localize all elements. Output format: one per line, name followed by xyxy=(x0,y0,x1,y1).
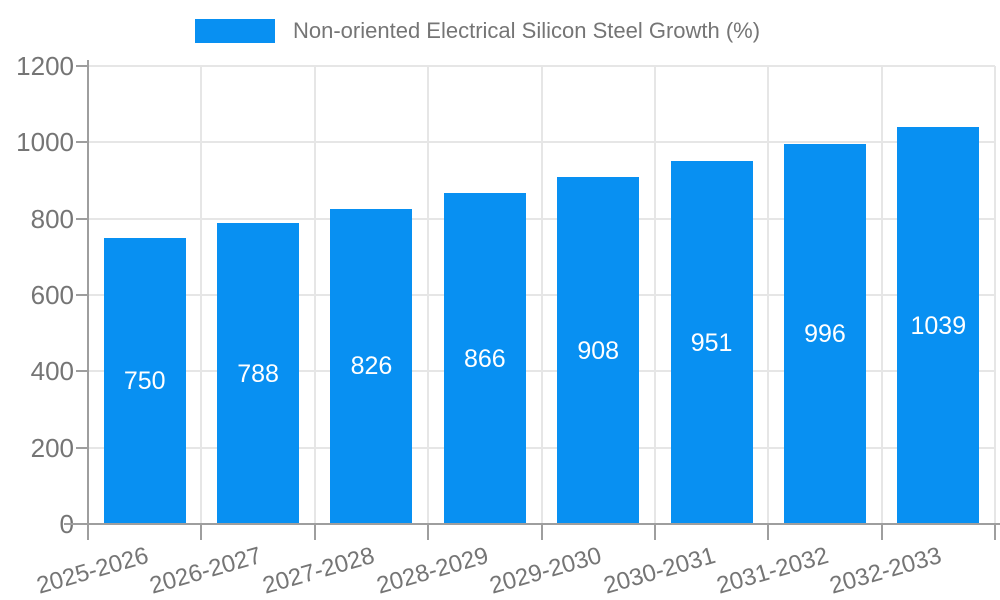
v-gridline xyxy=(540,66,543,524)
y-tick-mark xyxy=(76,217,88,220)
bar xyxy=(897,127,980,524)
x-tick-mark xyxy=(767,524,770,540)
x-tick-mark xyxy=(653,524,656,540)
bar-value-label: 908 xyxy=(577,336,620,365)
bar-value-label: 750 xyxy=(123,366,166,395)
x-tick-mark xyxy=(994,524,996,540)
bar-value-label: 866 xyxy=(463,344,506,373)
y-tick-label: 800 xyxy=(30,203,74,234)
v-gridline xyxy=(880,66,883,524)
v-gridline xyxy=(994,66,996,524)
x-axis-line xyxy=(64,523,1000,525)
y-tick-label: 400 xyxy=(30,356,74,387)
bar xyxy=(217,223,300,524)
y-tick-mark xyxy=(76,294,88,296)
bar-value-label: 788 xyxy=(237,359,279,388)
bar-value-label: 1039 xyxy=(910,311,967,340)
bar xyxy=(783,143,866,524)
y-tick-mark xyxy=(76,141,88,144)
v-gridline xyxy=(427,66,430,524)
y-tick-label: 200 xyxy=(30,432,74,463)
x-tick-mark xyxy=(540,524,543,540)
bar xyxy=(443,193,526,524)
y-axis-line xyxy=(87,60,89,540)
legend-label: Non-oriented Electrical Silicon Steel Gr… xyxy=(293,18,761,43)
bar-value-label: 951 xyxy=(690,328,733,357)
chart-legend: Non-oriented Electrical Silicon Steel Gr… xyxy=(195,17,760,45)
x-tick-mark xyxy=(427,524,430,540)
bar-value-label: 996 xyxy=(804,319,846,348)
v-gridline xyxy=(313,66,316,524)
y-tick-label: 600 xyxy=(30,280,74,310)
x-tick-mark xyxy=(313,524,316,540)
bar-value-label: 826 xyxy=(350,352,393,381)
y-tick-label: 1200 xyxy=(16,51,74,81)
v-gridline xyxy=(767,66,770,524)
x-tick-mark xyxy=(880,524,883,540)
y-tick-mark xyxy=(76,446,88,449)
y-tick-mark xyxy=(76,65,88,67)
bar xyxy=(557,177,640,524)
v-gridline xyxy=(200,66,203,524)
bar xyxy=(670,161,753,524)
bar xyxy=(330,208,413,524)
y-tick-label: 0 xyxy=(0,508,74,540)
legend-swatch xyxy=(195,19,275,43)
y-tick-label: 1000 xyxy=(16,127,74,158)
bar xyxy=(103,237,186,524)
x-tick-mark xyxy=(200,524,203,540)
y-tick-mark xyxy=(76,370,88,373)
v-gridline xyxy=(653,66,656,524)
